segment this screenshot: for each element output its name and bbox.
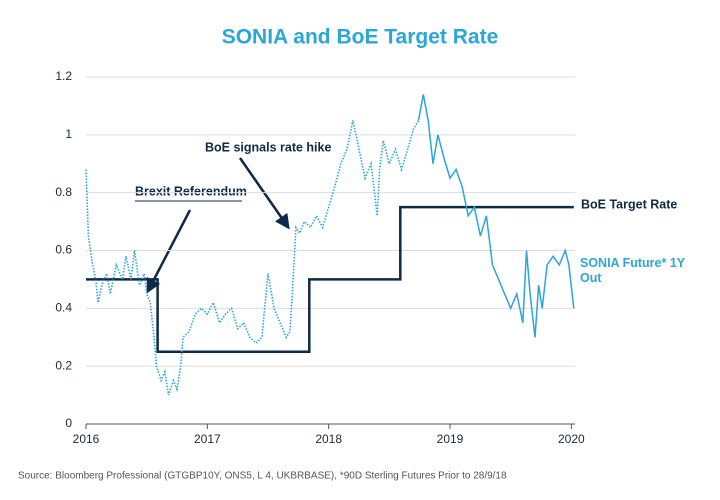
y-tick-label: 1	[65, 127, 72, 141]
y-tick-label: 0.4	[55, 301, 72, 315]
chart-title: SONIA and BoE Target Rate	[222, 26, 499, 49]
x-tick-label: 2019	[437, 432, 464, 446]
x-tick-label: 2020	[558, 432, 585, 446]
source-note: Source: Bloomberg Professional (GTGBP10Y…	[18, 471, 507, 482]
y-tick-label: 0.8	[55, 185, 72, 199]
y-tick-label: 0	[65, 416, 72, 430]
series-label: BoE Target Rate	[581, 197, 677, 211]
annotation: Brexit Referendum	[135, 184, 247, 198]
x-tick-label: 2016	[73, 432, 100, 446]
y-tick-label: 0.2	[55, 358, 72, 372]
series-line	[85, 120, 420, 396]
series-line	[417, 94, 575, 338]
series-line	[86, 205, 574, 353]
series-label: SONIA Future* 1Y Out	[580, 256, 685, 285]
x-tick-label: 2018	[315, 432, 342, 446]
annotation: BoE signals rate hike	[205, 140, 331, 154]
y-tick-label: 0.6	[55, 243, 72, 257]
y-tick-label: 1.2	[55, 69, 72, 83]
x-tick-label: 2017	[194, 432, 221, 446]
